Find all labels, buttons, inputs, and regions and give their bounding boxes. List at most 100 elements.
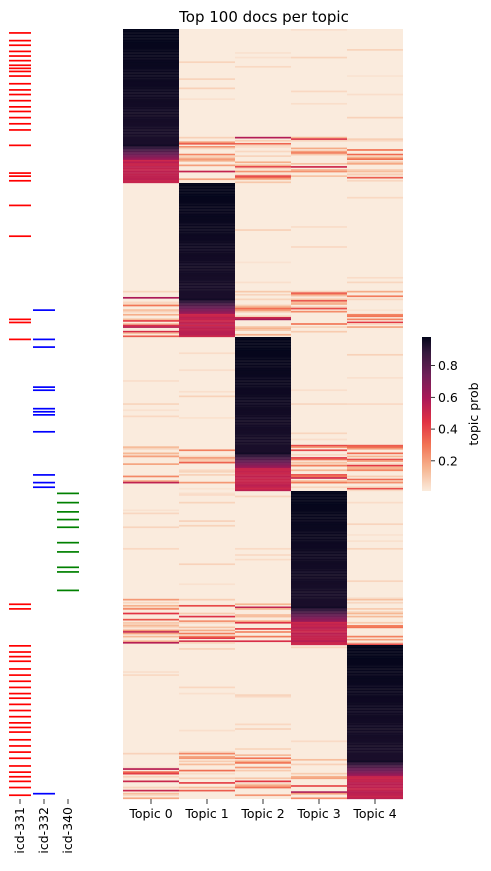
- heatmap-cell: [291, 136, 347, 139]
- heatmap-cell: [179, 782, 235, 784]
- heatmap-cell: [291, 561, 347, 564]
- icd-mark: [9, 771, 31, 773]
- heatmap-cell: [179, 204, 235, 207]
- heatmap-cell: [179, 186, 235, 188]
- heatmap-cell: [347, 455, 403, 458]
- heatmap-cell: [347, 752, 403, 755]
- heatmap-cell: [123, 641, 179, 644]
- heatmap-cell: [179, 256, 235, 259]
- heatmap-cell: [291, 544, 347, 547]
- heatmap-cell: [291, 540, 347, 542]
- heatmap-cell: [123, 76, 179, 79]
- heatmap-cell: [179, 729, 235, 732]
- heatmap-cell: [291, 629, 347, 632]
- heatmap-cell: [291, 162, 347, 165]
- heatmap-cell: [179, 310, 235, 313]
- heatmap-cell: [235, 367, 291, 370]
- heatmap-cell: [347, 708, 403, 710]
- heatmap-cell: [347, 658, 403, 661]
- heatmap-cell: [291, 446, 347, 449]
- heatmap-cell: [347, 276, 403, 279]
- heatmap-cell: [235, 794, 291, 797]
- heatmap-cell: [347, 597, 403, 599]
- heatmap-cell: [123, 415, 179, 418]
- heatmap-cell: [123, 601, 179, 604]
- heatmap-cell: [123, 36, 179, 39]
- heatmap-cell: [347, 723, 403, 726]
- heatmap-cell: [291, 298, 347, 301]
- heatmap-cell: [235, 375, 291, 378]
- x-tick-label: Topic 4: [352, 806, 396, 821]
- colorbar-tick-label: 0.2: [438, 453, 458, 468]
- heatmap-cell: [123, 786, 179, 789]
- heatmap-cell: [179, 323, 235, 325]
- heatmap-cell: [235, 318, 291, 321]
- heatmap-cell: [123, 64, 179, 67]
- heatmap-cell: [123, 70, 179, 73]
- heatmap-cell: [179, 226, 235, 228]
- icd-mark: [9, 204, 31, 207]
- heatmap-cell: [235, 478, 291, 481]
- heatmap-cell: [123, 104, 179, 107]
- heatmap-cell: [291, 609, 347, 612]
- heatmap-cell: [179, 290, 235, 293]
- heatmap-cell: [123, 122, 179, 125]
- heatmap-cell: [179, 159, 235, 162]
- heatmap-cell: [235, 389, 291, 392]
- heatmap-cell: [179, 307, 235, 310]
- heatmap-cell: [123, 147, 179, 150]
- heatmap-cell: [291, 614, 347, 616]
- heatmap-cell: [291, 546, 347, 549]
- heatmap-cell: [179, 155, 235, 157]
- heatmap-cell: [123, 626, 179, 629]
- heatmap-cell: [291, 494, 347, 496]
- heatmap-cell: [347, 487, 403, 490]
- heatmap-cell: [291, 523, 347, 526]
- heatmap-cell: [347, 475, 403, 478]
- heatmap-cell: [179, 195, 235, 198]
- heatmap-cell: [291, 569, 347, 572]
- heatmap-cell: [347, 467, 403, 470]
- heatmap-cell: [235, 762, 291, 764]
- heatmap-cell: [347, 737, 403, 740]
- heatmap-cell: [291, 632, 347, 635]
- heatmap-cell: [179, 238, 235, 241]
- heatmap-cell: [179, 189, 235, 191]
- heatmap-cell: [179, 772, 235, 775]
- heatmap-cell: [291, 170, 347, 173]
- icd-mark: [9, 765, 31, 767]
- heatmap-cell: [291, 504, 347, 507]
- heatmap-cell: [179, 178, 235, 181]
- heatmap-cell: [123, 380, 179, 382]
- icd-mark: [57, 501, 79, 504]
- heatmap-cell: [291, 589, 347, 592]
- heatmap-cell: [235, 363, 291, 365]
- heatmap-cell: [291, 623, 347, 626]
- heatmap-cell: [179, 457, 235, 459]
- heatmap-cell: [179, 598, 235, 601]
- heatmap-cell: [123, 119, 179, 122]
- heatmap-cell: [347, 660, 403, 663]
- heatmap-cell: [235, 353, 291, 356]
- heatmap-cell: [235, 397, 291, 399]
- heatmap-cell: [123, 138, 179, 141]
- heatmap-cell: [123, 62, 179, 65]
- heatmap-cell: [179, 158, 235, 161]
- heatmap-cell: [179, 255, 235, 258]
- heatmap-cell: [179, 474, 235, 476]
- heatmap-cell: [123, 332, 179, 335]
- heatmap-cell: [123, 155, 179, 157]
- heatmap-cell: [347, 501, 403, 504]
- heatmap-cell: [235, 728, 291, 730]
- heatmap-cell: [123, 771, 179, 773]
- heatmap-cell: [347, 718, 403, 721]
- heatmap-cell: [347, 740, 403, 743]
- heatmap-cell: [123, 29, 179, 31]
- heatmap-cell: [123, 132, 179, 134]
- heatmap-cell: [179, 261, 235, 264]
- heatmap-cell: [291, 563, 347, 566]
- heatmap-cell: [235, 766, 291, 769]
- heatmap-cell: [235, 748, 291, 750]
- heatmap-cell: [123, 794, 179, 797]
- heatmap-cell: [291, 758, 347, 761]
